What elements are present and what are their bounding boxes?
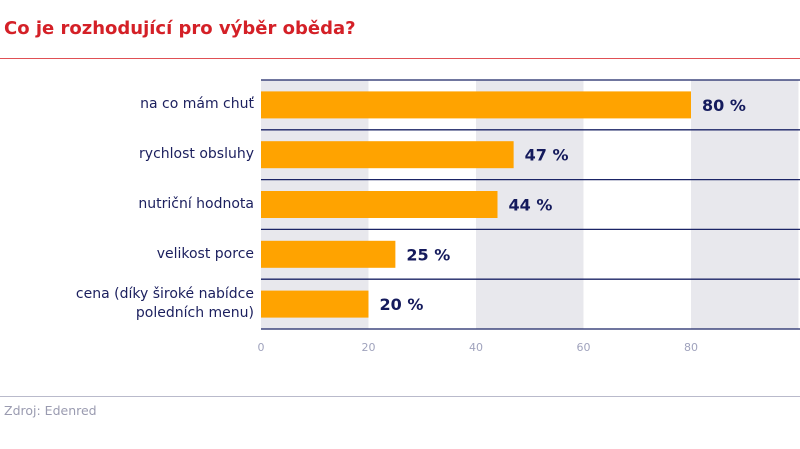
source-divider (0, 396, 800, 397)
data-label: 44 % (509, 196, 553, 215)
category-label: na co mám chuť (140, 96, 254, 113)
category-label: velikost porce (156, 245, 254, 262)
bar (261, 91, 691, 119)
x-tick-label: 80 (684, 341, 698, 354)
data-label: 47 % (525, 146, 569, 165)
bar (261, 240, 396, 268)
bar (261, 290, 369, 318)
data-label: 80 % (702, 96, 746, 115)
data-label: 20 % (380, 295, 424, 314)
x-tick-label: 20 (362, 341, 376, 354)
x-tick-label: 40 (469, 341, 483, 354)
x-tick-label: 0 (258, 341, 265, 354)
grid-band (691, 80, 799, 329)
data-label: 25 % (406, 245, 450, 264)
x-tick-label: 60 (577, 341, 591, 354)
bar (261, 141, 514, 169)
category-label: cena (díky široké nabídce poledních menu… (75, 286, 254, 322)
bar (261, 191, 498, 218)
title-divider (0, 58, 800, 59)
category-label: nutriční hodnota (138, 196, 254, 212)
category-label: rychlost obsluhy (139, 146, 254, 163)
source-note: Zdroj: Edenred (4, 403, 97, 418)
chart-title: Co je rozhodující pro výběr oběda? (4, 18, 356, 39)
